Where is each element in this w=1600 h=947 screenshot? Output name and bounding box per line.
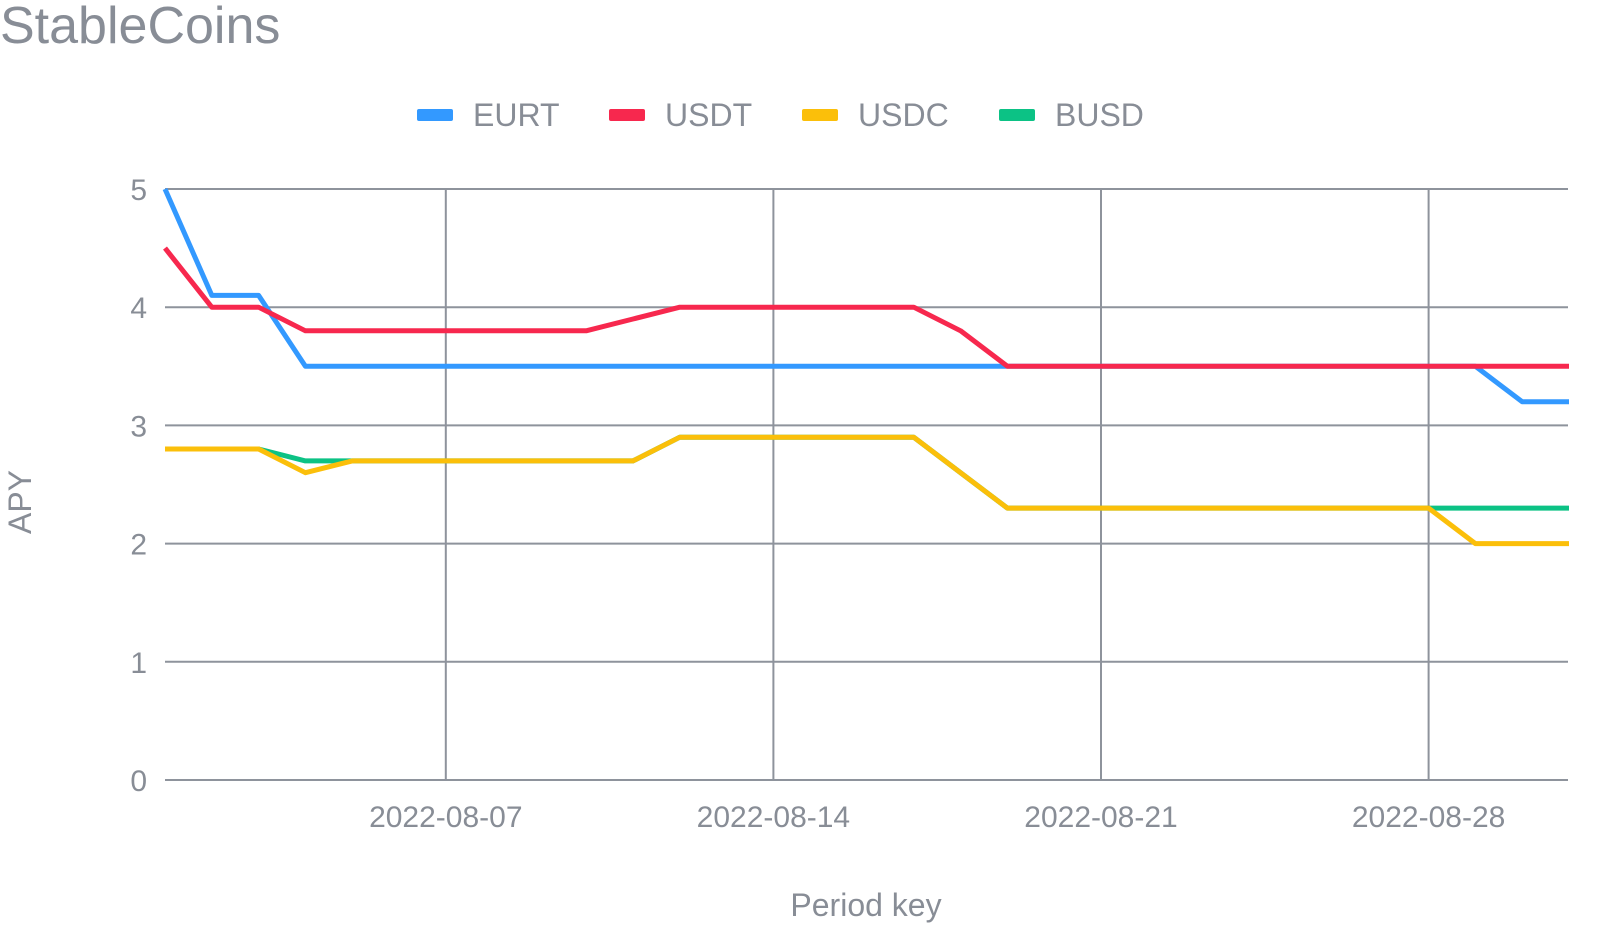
- legend-swatch: [417, 109, 453, 121]
- x-tick-label: 2022-08-14: [697, 801, 850, 834]
- y-axis-ticks: 0 1 2 3 4 5: [130, 174, 147, 798]
- legend-swatch: [609, 109, 645, 121]
- x-tick-label: 2022-08-28: [1352, 801, 1505, 834]
- legend-item-usdt[interactable]: USDT: [609, 92, 752, 138]
- chart-legend: EURT USDT USDC BUSD: [0, 92, 1600, 138]
- x-tick-label: 2022-08-07: [369, 801, 522, 834]
- legend-label: BUSD: [1055, 96, 1144, 133]
- series-line-eurt: [162, 187, 1569, 405]
- y-tick-label: 1: [130, 647, 147, 680]
- legend-swatch: [999, 109, 1035, 121]
- y-axis-title: APY: [2, 470, 38, 534]
- series-line-busd: [165, 434, 1569, 511]
- y-tick-label: 2: [130, 529, 147, 562]
- series-line-usdc: [165, 434, 1569, 547]
- legend-swatch: [802, 109, 838, 121]
- x-axis-ticks: 2022-08-07 2022-08-14 2022-08-21 2022-08-28: [369, 801, 1505, 834]
- y-tick-label: 5: [130, 174, 147, 207]
- legend-item-eurt[interactable]: EURT: [417, 92, 560, 138]
- chart-series: [162, 187, 1569, 547]
- y-tick-label: 4: [130, 292, 147, 325]
- legend-label: USDC: [858, 96, 949, 133]
- y-tick-label: 3: [130, 410, 147, 443]
- legend-item-usdc[interactable]: USDC: [802, 92, 949, 138]
- y-tick-label: 0: [130, 765, 147, 798]
- legend-label: USDT: [665, 96, 753, 133]
- series-line-usdt: [163, 246, 1569, 369]
- chart-grid: [165, 188, 1568, 781]
- x-tick-label: 2022-08-21: [1024, 801, 1177, 834]
- x-axis-title: Period key: [790, 887, 941, 923]
- legend-item-busd[interactable]: BUSD: [999, 92, 1144, 138]
- legend-label: EURT: [473, 96, 560, 133]
- chart-title: StableCoins: [0, 0, 281, 55]
